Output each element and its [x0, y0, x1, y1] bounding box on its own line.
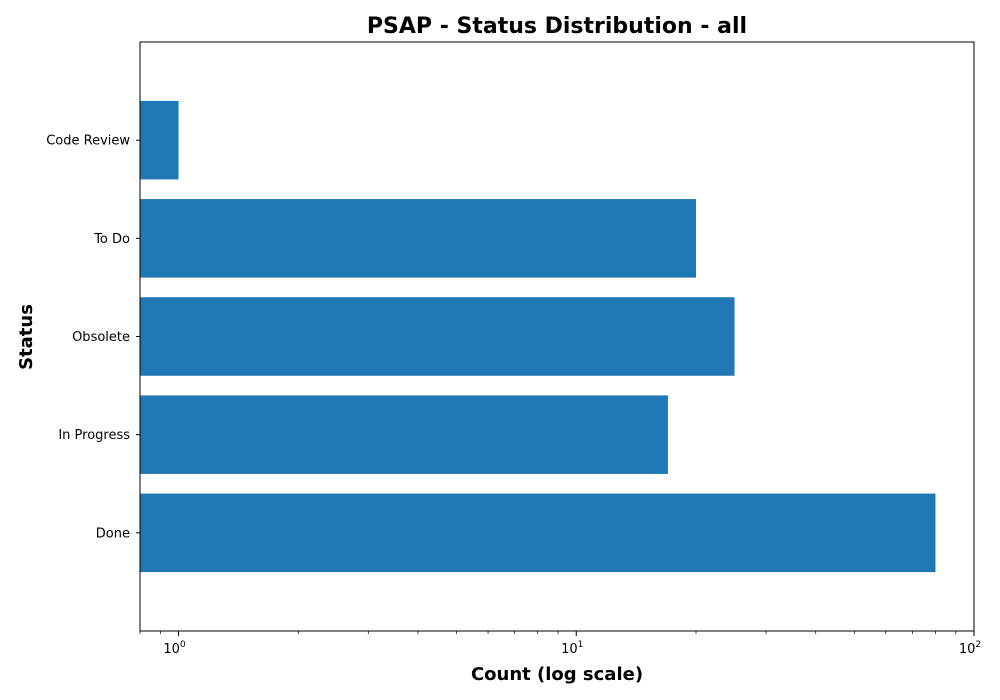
y-tick-label: Code Review: [46, 134, 130, 149]
bar-in-progress: [140, 395, 668, 474]
x-axis-label: Count (log scale): [471, 664, 643, 685]
x-axis: 100 101 102: [140, 631, 981, 657]
y-tick-label: Done: [96, 526, 130, 541]
bar-to-do: [140, 199, 696, 278]
y-axis-label: Status: [16, 304, 37, 370]
bar-done: [140, 494, 935, 573]
chart-title: PSAP - Status Distribution - all: [367, 14, 747, 39]
x-tick-label: 100: [163, 640, 186, 657]
x-tick-label: 102: [959, 640, 981, 657]
bars-group: [140, 101, 935, 572]
y-tick-label: Obsolete: [72, 330, 130, 345]
y-axis: Code Review To Do Obsolete In Progress Done: [46, 134, 140, 542]
bar-obsolete: [140, 297, 735, 376]
y-tick-label: To Do: [93, 232, 130, 247]
bar-code-review: [140, 101, 179, 180]
x-tick-label: 101: [561, 640, 583, 657]
y-tick-label: In Progress: [58, 428, 130, 443]
